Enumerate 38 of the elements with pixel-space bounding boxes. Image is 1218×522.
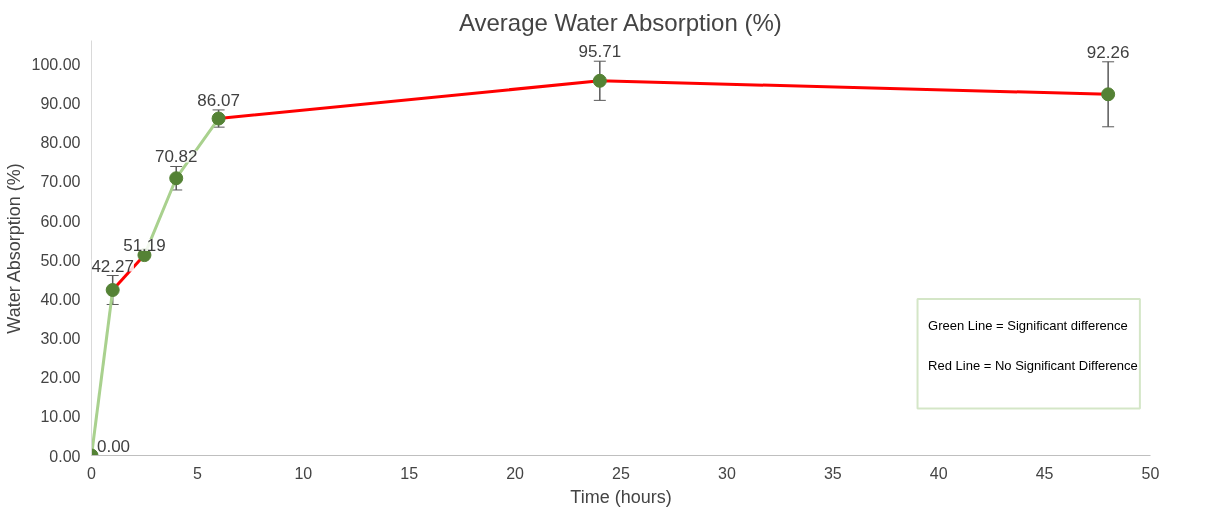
x-tick-label: 5 <box>192 464 202 482</box>
data-label: 51.19 <box>123 236 166 256</box>
x-tick-label: 35 <box>823 464 842 482</box>
data-label: 0.00 <box>96 436 131 456</box>
y-tick-label: 10.00 <box>40 408 81 426</box>
x-tick-label: 45 <box>1035 464 1054 482</box>
y-tick-label: 30.00 <box>40 330 81 348</box>
y-tick-label: 40.00 <box>40 290 81 308</box>
y-tick-label: 20.00 <box>40 369 81 387</box>
x-tick-label: 30 <box>718 464 736 482</box>
y-tick-label: 90.00 <box>40 95 81 113</box>
data-label: 92.26 <box>1086 42 1130 62</box>
y-axis-title: Water Absorption (%) <box>3 163 24 334</box>
y-tick-label: 100.00 <box>31 55 81 73</box>
y-tick-label: 70.00 <box>40 173 81 191</box>
x-tick-label: 20 <box>506 464 525 482</box>
x-axis-title: Time (hours) <box>570 486 672 507</box>
data-label: 70.82 <box>154 147 198 167</box>
y-tick-label: 60.00 <box>40 212 81 230</box>
x-tick-label: 10 <box>294 464 313 482</box>
data-label: 42.27 <box>91 256 134 276</box>
y-tick-label: 0.00 <box>49 447 81 465</box>
x-tick-label: 50 <box>1141 464 1160 482</box>
annotation: Green Line = Significant difference <box>928 318 1128 334</box>
y-tick-label: 80.00 <box>40 134 81 152</box>
x-tick-label: 25 <box>612 464 630 482</box>
point <box>1101 87 1116 102</box>
data-label: 86.07 <box>197 90 240 110</box>
annotation: Red Line = No Significant Difference <box>928 357 1138 373</box>
data-label: 95.71 <box>578 42 622 62</box>
point <box>169 171 184 186</box>
x-tick-label: 0 <box>87 464 97 482</box>
chart-title: Average Water Absorption (%) <box>458 8 782 36</box>
point <box>105 283 120 297</box>
y-tick-label: 50.00 <box>40 251 81 269</box>
x-tick-label: 40 <box>929 464 948 482</box>
point <box>592 73 607 88</box>
x-tick-label: 15 <box>400 464 419 482</box>
